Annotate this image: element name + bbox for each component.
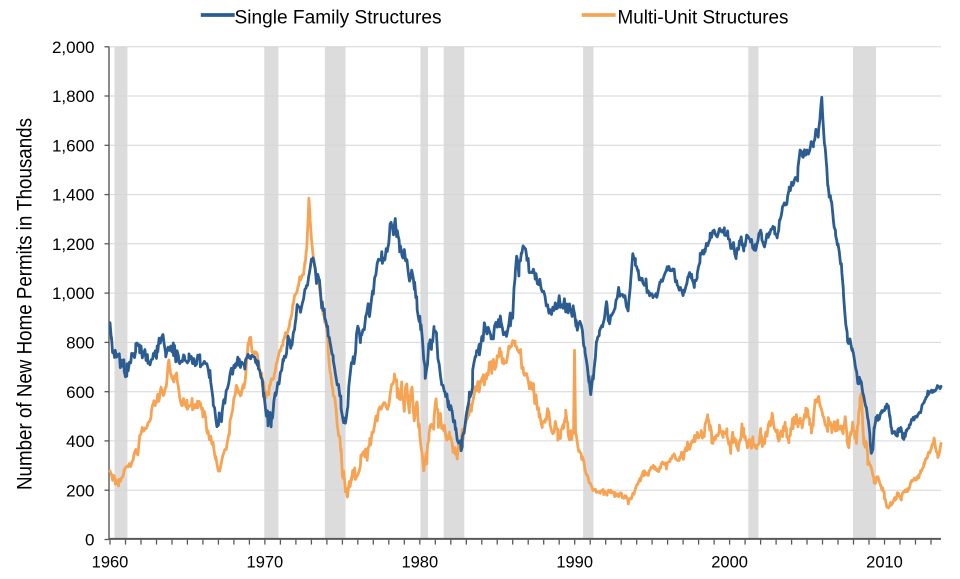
svg-text:2010: 2010: [866, 553, 903, 571]
svg-text:600: 600: [66, 383, 94, 402]
svg-text:200: 200: [66, 481, 94, 500]
svg-text:1990: 1990: [556, 553, 593, 571]
svg-text:0: 0: [85, 531, 94, 550]
svg-text:Number of New Home Permits in: Number of New Home Permits in Thousands: [13, 118, 37, 490]
svg-text:1,200: 1,200: [52, 235, 95, 254]
svg-text:1,400: 1,400: [52, 186, 95, 205]
svg-text:2000: 2000: [711, 553, 748, 571]
svg-text:1,600: 1,600: [52, 136, 95, 155]
svg-text:1970: 1970: [247, 553, 284, 571]
svg-text:Multi-Unit Structures: Multi-Unit Structures: [618, 7, 789, 28]
svg-text:2,000: 2,000: [52, 38, 95, 57]
svg-text:1960: 1960: [92, 553, 129, 571]
svg-text:1980: 1980: [401, 553, 438, 571]
svg-text:Single Family Structures: Single Family Structures: [235, 7, 442, 28]
svg-text:800: 800: [66, 334, 94, 353]
svg-text:1,000: 1,000: [52, 284, 95, 303]
svg-text:400: 400: [66, 432, 94, 451]
svg-text:1,800: 1,800: [52, 87, 95, 106]
